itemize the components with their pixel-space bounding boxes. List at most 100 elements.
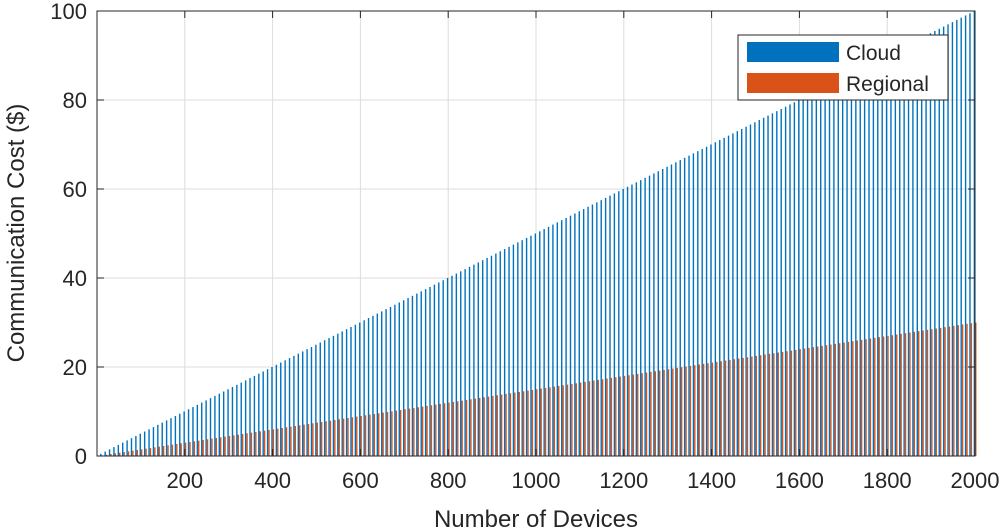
bar-regional: [685, 366, 687, 456]
bar-cloud: [841, 77, 844, 456]
bar-cloud: [100, 453, 102, 456]
bar-cloud: [960, 17, 962, 457]
bar-regional: [500, 394, 503, 456]
x-tick-label: 1200: [599, 468, 648, 493]
bar-regional: [856, 340, 858, 456]
bar-regional: [676, 367, 678, 456]
bar-regional: [948, 326, 951, 456]
bar-regional: [707, 363, 709, 456]
bar-cloud: [345, 329, 348, 456]
bar-regional: [571, 383, 573, 456]
bar-regional: [360, 415, 362, 456]
bar-regional: [909, 332, 911, 456]
y-tick-label: 100: [50, 0, 87, 24]
bar-regional: [356, 416, 358, 456]
bar-regional: [865, 339, 867, 456]
bar-regional: [821, 345, 823, 456]
y-tick-label: 20: [63, 355, 87, 380]
bar-regional: [140, 449, 143, 456]
bar-regional: [601, 379, 604, 456]
bar-regional: [777, 352, 779, 456]
bar-regional: [610, 377, 613, 456]
bar-cloud: [104, 451, 106, 456]
x-tick-label: 2000: [951, 468, 1000, 493]
bar-regional: [641, 373, 643, 456]
bars: [100, 11, 977, 457]
bar-cloud: [411, 295, 414, 456]
bar-cloud: [938, 28, 940, 457]
bar-regional: [970, 323, 973, 456]
bar-cloud: [679, 160, 681, 456]
bar-cloud: [227, 389, 229, 456]
bar-cloud: [815, 91, 818, 456]
bar-regional: [812, 347, 815, 456]
bar-cloud: [622, 189, 624, 456]
bar-cloud: [460, 271, 462, 456]
bar-cloud: [341, 331, 343, 456]
bar-regional: [496, 395, 498, 456]
bar-regional: [382, 412, 384, 456]
bar-cloud: [420, 291, 422, 456]
bar-cloud: [332, 335, 335, 456]
bar-cloud: [714, 142, 717, 456]
bar-regional: [136, 449, 138, 456]
bar-cloud: [626, 186, 629, 456]
bar-regional: [781, 351, 784, 456]
bar-cloud: [833, 82, 835, 456]
bar-regional: [619, 376, 621, 456]
bar-cloud: [565, 217, 567, 456]
bar-cloud: [692, 153, 695, 456]
bar-cloud: [609, 195, 611, 456]
bar-cloud: [187, 409, 190, 456]
bar-cloud: [648, 175, 651, 456]
bar-cloud: [429, 286, 431, 456]
bar-cloud: [881, 57, 883, 456]
bar-regional: [632, 374, 635, 456]
y-axis-label: Communication Cost ($): [3, 104, 30, 363]
bar-cloud: [262, 371, 264, 456]
bar-cloud: [139, 433, 141, 456]
bar-regional: [228, 435, 231, 456]
bar-regional: [158, 446, 160, 456]
bar-cloud: [868, 64, 870, 457]
bar-regional: [285, 427, 288, 456]
bar-regional: [110, 454, 112, 456]
bar-cloud: [719, 140, 721, 457]
bar-cloud: [973, 11, 976, 456]
bar-cloud: [192, 407, 194, 456]
bar-cloud: [552, 224, 554, 456]
bar-cloud: [657, 171, 659, 456]
bar-cloud: [863, 66, 866, 457]
bar-cloud: [161, 422, 163, 457]
bar-cloud: [442, 280, 444, 456]
bar-regional: [799, 349, 801, 456]
bar-regional: [755, 355, 757, 457]
bar-cloud: [727, 135, 730, 456]
bar-regional: [132, 450, 134, 456]
bar-regional: [575, 383, 577, 456]
bar-cloud: [359, 322, 361, 456]
bar-regional: [597, 379, 599, 456]
bar-regional: [417, 407, 419, 456]
bar-regional: [325, 421, 327, 456]
bar-cloud: [903, 46, 905, 456]
bar-regional: [435, 404, 437, 456]
bar-cloud: [170, 418, 172, 456]
bar-cloud: [196, 404, 199, 456]
bar-regional: [536, 389, 538, 456]
bar-regional: [751, 356, 753, 456]
bar-cloud: [372, 315, 374, 456]
bar-regional: [702, 363, 705, 456]
bar-cloud: [183, 411, 185, 456]
bar-cloud: [310, 346, 313, 456]
bar-regional: [465, 399, 468, 456]
bar-cloud: [402, 300, 405, 456]
bar-cloud: [266, 369, 269, 456]
bar-cloud: [148, 429, 150, 456]
bar-cloud: [688, 155, 690, 457]
bar-regional: [307, 423, 310, 456]
bar-cloud: [337, 333, 339, 457]
bar-regional: [817, 346, 819, 456]
bar-regional: [241, 433, 244, 456]
bar-regional: [202, 439, 204, 456]
